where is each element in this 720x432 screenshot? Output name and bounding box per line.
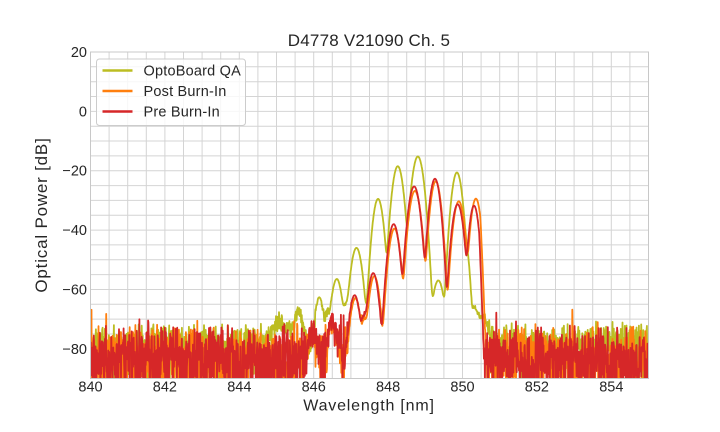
svg-text:848: 848 xyxy=(376,380,400,396)
svg-text:−60: −60 xyxy=(62,283,87,299)
svg-text:−40: −40 xyxy=(62,223,87,239)
svg-text:20: 20 xyxy=(71,45,87,61)
svg-text:D4778 V21090 Ch. 5: D4778 V21090 Ch. 5 xyxy=(288,31,450,50)
svg-text:0: 0 xyxy=(79,104,87,120)
svg-text:Post Burn-In: Post Burn-In xyxy=(144,84,227,100)
svg-text:840: 840 xyxy=(78,380,102,396)
svg-text:Pre Burn-In: Pre Burn-In xyxy=(144,105,220,121)
svg-text:−20: −20 xyxy=(62,164,87,180)
svg-text:OptoBoard QA: OptoBoard QA xyxy=(144,64,242,80)
svg-text:854: 854 xyxy=(599,380,623,396)
svg-text:Optical Power [dB]: Optical Power [dB] xyxy=(32,137,51,292)
svg-text:Wavelength [nm]: Wavelength [nm] xyxy=(303,398,434,415)
svg-text:842: 842 xyxy=(153,380,177,396)
svg-text:852: 852 xyxy=(525,380,549,396)
svg-text:846: 846 xyxy=(302,380,326,396)
svg-text:844: 844 xyxy=(227,380,251,396)
svg-text:850: 850 xyxy=(450,380,474,396)
svg-text:−80: −80 xyxy=(62,342,87,358)
